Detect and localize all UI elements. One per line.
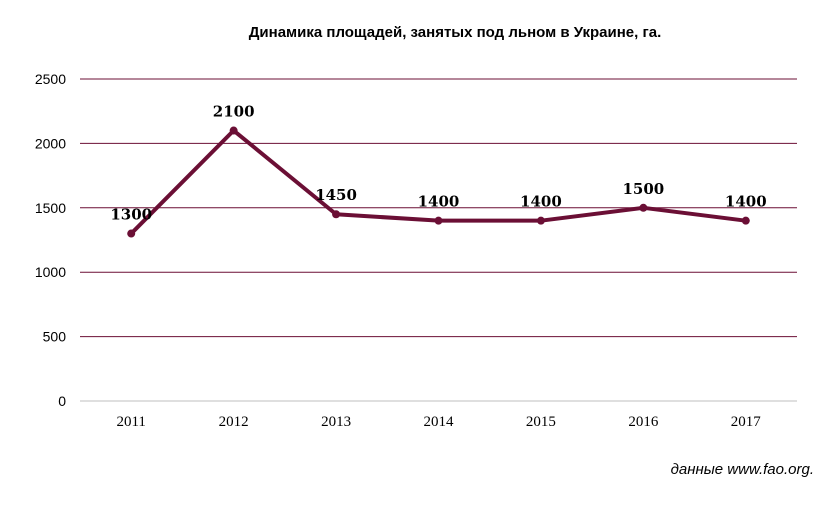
series-layer [127,126,750,238]
x-tick-label: 2013 [321,414,351,430]
data-labels: 1300 2100 1450 1400 1400 1500 1400 [110,103,766,224]
x-tick-label: 2014 [424,414,455,430]
data-point [229,126,238,135]
x-tick-label: 2015 [526,414,556,430]
data-point [639,203,648,212]
data-point [536,216,545,225]
chart-title: Динамика площадей, занятых под льном в У… [249,24,662,41]
grid-lines [80,78,797,402]
data-point [741,216,750,225]
y-tick-label: 2500 [35,71,66,87]
y-tick-label: 2000 [35,135,66,151]
y-axis-tick-labels: 0 500 1000 1500 2000 2500 [35,71,66,409]
data-label: 1500 [622,180,664,198]
data-label: 1400 [418,193,460,211]
y-tick-label: 0 [58,393,66,409]
data-label: 2100 [213,103,255,121]
data-point [127,229,136,238]
data-label: 1450 [315,186,357,204]
data-point [434,216,443,225]
x-tick-label: 2012 [219,414,249,430]
source-note: данные www.fao.org. [670,461,814,478]
y-tick-label: 1500 [35,200,66,216]
y-tick-label: 500 [43,329,67,345]
data-label: 1400 [520,193,562,211]
y-tick-label: 1000 [35,264,66,280]
x-tick-label: 2011 [116,414,145,430]
x-tick-label: 2017 [731,414,762,430]
data-label: 1400 [725,193,767,211]
x-tick-label: 2016 [628,414,659,430]
data-point [332,210,341,219]
x-axis-tick-labels: 2011 2012 2013 2014 2015 2016 2017 [116,414,761,430]
data-label: 1300 [110,206,152,224]
